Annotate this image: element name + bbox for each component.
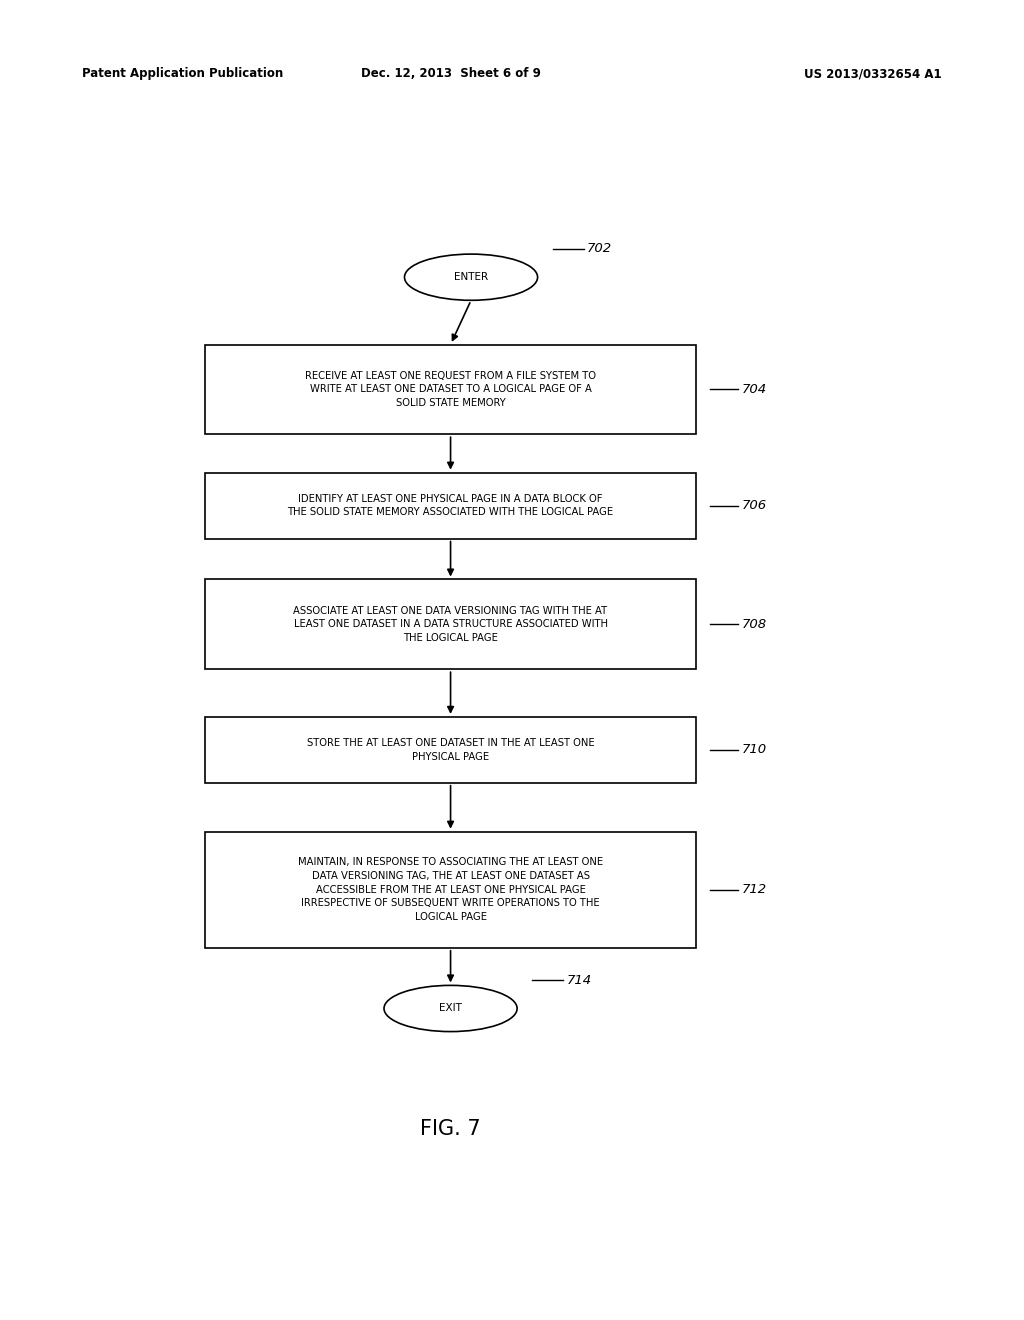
Text: US 2013/0332654 A1: US 2013/0332654 A1 [805,67,942,81]
Text: 704: 704 [741,383,767,396]
Text: 712: 712 [741,883,767,896]
Text: 708: 708 [741,618,767,631]
Text: RECEIVE AT LEAST ONE REQUEST FROM A FILE SYSTEM TO
WRITE AT LEAST ONE DATASET TO: RECEIVE AT LEAST ONE REQUEST FROM A FILE… [305,371,596,408]
Text: Patent Application Publication: Patent Application Publication [82,67,284,81]
Text: FIG. 7: FIG. 7 [420,1118,481,1139]
Text: STORE THE AT LEAST ONE DATASET IN THE AT LEAST ONE
PHYSICAL PAGE: STORE THE AT LEAST ONE DATASET IN THE AT… [307,738,594,762]
Text: Dec. 12, 2013  Sheet 6 of 9: Dec. 12, 2013 Sheet 6 of 9 [360,67,541,81]
Text: ASSOCIATE AT LEAST ONE DATA VERSIONING TAG WITH THE AT
LEAST ONE DATASET IN A DA: ASSOCIATE AT LEAST ONE DATA VERSIONING T… [294,606,607,643]
Text: 706: 706 [741,499,767,512]
Ellipse shape [404,255,538,301]
FancyBboxPatch shape [205,832,696,948]
Text: 702: 702 [587,243,612,255]
FancyBboxPatch shape [205,473,696,539]
FancyBboxPatch shape [205,717,696,783]
Text: EXIT: EXIT [439,1003,462,1014]
Text: MAINTAIN, IN RESPONSE TO ASSOCIATING THE AT LEAST ONE
DATA VERSIONING TAG, THE A: MAINTAIN, IN RESPONSE TO ASSOCIATING THE… [298,858,603,921]
Ellipse shape [384,985,517,1032]
Text: 714: 714 [566,974,592,986]
Text: ENTER: ENTER [454,272,488,282]
FancyBboxPatch shape [205,345,696,434]
FancyBboxPatch shape [205,579,696,669]
Text: IDENTIFY AT LEAST ONE PHYSICAL PAGE IN A DATA BLOCK OF
THE SOLID STATE MEMORY AS: IDENTIFY AT LEAST ONE PHYSICAL PAGE IN A… [288,494,613,517]
Text: 710: 710 [741,743,767,756]
